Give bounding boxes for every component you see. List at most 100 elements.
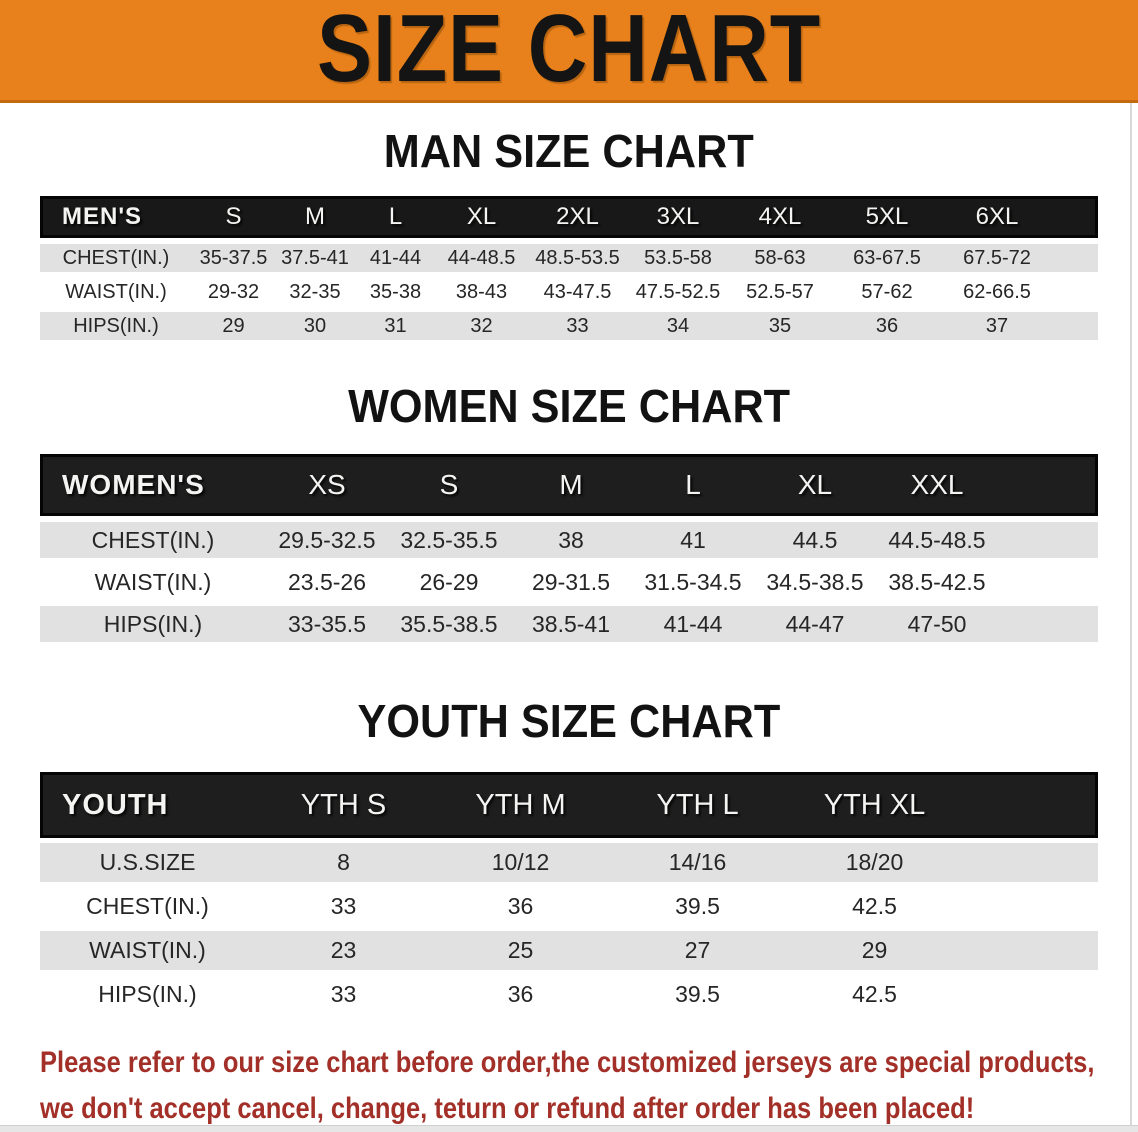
size-header-cell: 4XL bbox=[758, 203, 802, 230]
measurement-value: 41-44 bbox=[663, 610, 723, 637]
measurement-value: 39.5 bbox=[675, 893, 720, 919]
measurement-row: HIPS(IN.) 33 36 39.5 42.5 bbox=[40, 975, 1098, 1014]
disclaimer-line-2: we don't accept cancel, change, teturn o… bbox=[40, 1086, 1138, 1132]
size-header-cell: XXL bbox=[910, 469, 964, 500]
measurement-label: CHEST(IN.) bbox=[86, 893, 209, 919]
measurement-label: CHEST(IN.) bbox=[62, 246, 170, 269]
size-header-cell: 2XL bbox=[556, 203, 599, 230]
measurement-value: 27 bbox=[684, 937, 711, 963]
measurement-value: 38.5-41 bbox=[531, 610, 610, 637]
measurement-value: 14/16 bbox=[668, 849, 727, 875]
measurement-value: 34 bbox=[666, 314, 690, 337]
measurement-row: CHEST(IN.) 33 36 39.5 42.5 bbox=[40, 887, 1098, 926]
measurement-value: 42.5 bbox=[852, 893, 897, 919]
measurement-value: 38.5-42.5 bbox=[888, 568, 986, 595]
measurement-row: HIPS(IN.) 33-35.5 35.5-38.5 38.5-41 41-44 44-… bbox=[40, 606, 1098, 642]
filler-cell bbox=[963, 843, 1098, 882]
size-header-cell: 5XL bbox=[865, 203, 909, 230]
women-size-chart-heading: WOMEN SIZE CHART bbox=[0, 383, 1138, 429]
measurement-label: HIPS(IN.) bbox=[73, 314, 159, 337]
filler-cell bbox=[1052, 312, 1098, 340]
measurement-label: WAIST(IN.) bbox=[65, 280, 167, 303]
measurement-value: 47-50 bbox=[907, 610, 967, 637]
filler-cell bbox=[998, 564, 1098, 600]
measurement-value: 67.5-72 bbox=[963, 246, 1031, 269]
size-header-cell: XL bbox=[466, 203, 497, 230]
youth-size-chart-heading: YOUTH SIZE CHART bbox=[0, 698, 1138, 744]
measurement-value: 23 bbox=[330, 937, 357, 963]
measurement-value: 35.5-38.5 bbox=[400, 610, 498, 637]
measurement-row: U.S.SIZE 8 10/12 14/16 18/20 bbox=[40, 843, 1098, 882]
table-header-row: MEN'S S M L XL 2XL 3XL 4XL 5XL 6XL bbox=[40, 196, 1098, 238]
size-header-cell: S bbox=[225, 203, 242, 230]
measurement-row: WAIST(IN.) 23.5-26 26-29 29-31.5 31.5-34.5 34… bbox=[40, 564, 1098, 600]
measurement-value: 41 bbox=[680, 526, 706, 553]
size-header-cell: S bbox=[439, 469, 459, 500]
measurement-value: 26-29 bbox=[419, 568, 479, 595]
measurement-value: 44-47 bbox=[785, 610, 845, 637]
measurement-value: 10/12 bbox=[491, 849, 550, 875]
size-header-cell: YTH M bbox=[475, 788, 566, 821]
women-heading-text: WOMEN SIZE CHART bbox=[347, 380, 790, 432]
measurement-label: HIPS(IN.) bbox=[103, 610, 203, 637]
measurement-value: 29.5-32.5 bbox=[278, 526, 376, 553]
size-header-cell: L bbox=[685, 469, 701, 500]
measurement-value: 58-63 bbox=[754, 246, 806, 269]
filler-cell bbox=[963, 772, 1098, 838]
measurement-value: 37.5-41 bbox=[281, 246, 349, 269]
measurement-value: 33-35.5 bbox=[287, 610, 366, 637]
measurement-value: 36 bbox=[507, 981, 534, 1007]
measurement-value: 33 bbox=[566, 314, 589, 337]
size-header-cell: YTH L bbox=[656, 788, 739, 821]
measurement-value: 25 bbox=[507, 937, 534, 963]
table-title-cell: WOMEN'S bbox=[62, 469, 205, 500]
measurement-value: 29-31.5 bbox=[531, 568, 610, 595]
size-header-cell: YTH XL bbox=[823, 788, 926, 821]
filler-cell bbox=[998, 454, 1098, 516]
table-header-row: WOMEN'S XS S M L XL XXL bbox=[40, 454, 1098, 516]
measurement-value: 41-44 bbox=[369, 246, 422, 269]
measurement-value: 33 bbox=[330, 981, 357, 1007]
table-title-cell: YOUTH bbox=[62, 788, 169, 821]
measurement-value: 35-37.5 bbox=[199, 246, 268, 269]
table-header-row: YOUTH YTH S YTH M YTH L YTH XL bbox=[40, 772, 1098, 838]
measurement-value: 53.5-58 bbox=[644, 246, 712, 269]
youth-heading-text: YOUTH SIZE CHART bbox=[357, 695, 781, 747]
measurement-label: U.S.SIZE bbox=[99, 849, 196, 875]
measurement-row: WAIST(IN.) 29-32 32-35 35-38 38-43 43-47.5 47.… bbox=[40, 278, 1098, 306]
measurement-value: 30 bbox=[303, 314, 327, 337]
measurement-row: CHEST(IN.) 29.5-32.5 32.5-35.5 38 41 44.5 44.5… bbox=[40, 522, 1098, 558]
size-header-cell: L bbox=[388, 203, 403, 230]
disclaimer-text-2: we don't accept cancel, change, teturn o… bbox=[40, 1092, 975, 1125]
filler-cell bbox=[998, 522, 1098, 558]
measurement-value: 44.5 bbox=[792, 526, 838, 553]
filler-cell bbox=[963, 931, 1098, 970]
measurement-value: 63-67.5 bbox=[853, 246, 921, 269]
measurement-value: 62-66.5 bbox=[963, 280, 1031, 303]
measurement-row: WAIST(IN.) 23 25 27 29 bbox=[40, 931, 1098, 970]
measurement-value: 35-38 bbox=[369, 280, 422, 303]
filler-cell bbox=[1052, 278, 1098, 306]
right-edge-line bbox=[1130, 103, 1132, 1125]
size-header-cell: XS bbox=[308, 469, 346, 500]
measurement-label: WAIST(IN.) bbox=[89, 937, 206, 963]
measurement-label: WAIST(IN.) bbox=[94, 568, 212, 595]
disclaimer-line-1: Please refer to our size chart before or… bbox=[40, 1040, 1138, 1086]
size-header-cell: 6XL bbox=[975, 203, 1019, 230]
measurement-row: HIPS(IN.) 29 30 31 32 33 34 35 36 37 bbox=[40, 312, 1098, 340]
measurement-value: 36 bbox=[875, 314, 899, 337]
women-size-table: WOMEN'S XS S M L XL XXL CHEST(IN.) 29.5-32.5 32.5… bbox=[40, 454, 1098, 642]
measurement-value: 38-43 bbox=[455, 280, 508, 303]
measurement-value: 34.5-38.5 bbox=[766, 568, 864, 595]
measurement-value: 36 bbox=[507, 893, 534, 919]
measurement-value: 29-32 bbox=[207, 280, 260, 303]
measurement-value: 35 bbox=[768, 314, 792, 337]
size-header-cell: M bbox=[305, 203, 325, 230]
measurement-label: HIPS(IN.) bbox=[98, 981, 197, 1007]
measurement-value: 44-48.5 bbox=[447, 246, 516, 269]
measurement-value: 52.5-57 bbox=[746, 280, 814, 303]
measurement-row: CHEST(IN.) 35-37.5 37.5-41 41-44 44-48.5 48.5… bbox=[40, 244, 1098, 272]
measurement-value: 31.5-34.5 bbox=[644, 568, 742, 595]
measurement-value: 33 bbox=[330, 893, 357, 919]
measurement-value: 32 bbox=[470, 314, 493, 337]
